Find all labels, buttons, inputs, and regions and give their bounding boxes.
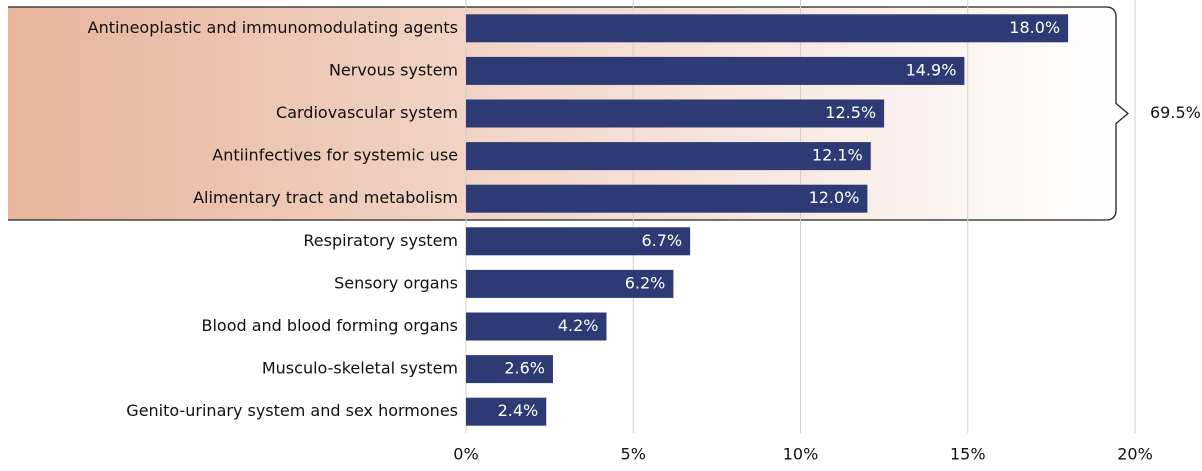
category-label: Respiratory system bbox=[303, 231, 458, 250]
value-label: 4.2% bbox=[558, 316, 599, 335]
category-label: Genito-urinary system and sex hormones bbox=[126, 401, 458, 420]
value-label: 18.0% bbox=[1009, 18, 1060, 37]
bar bbox=[466, 56, 965, 85]
category-label: Nervous system bbox=[329, 60, 458, 79]
category-label: Blood and blood forming organs bbox=[201, 316, 458, 335]
x-tick-label: 20% bbox=[1117, 445, 1153, 464]
bar bbox=[466, 355, 553, 384]
bracket-label: 69.5% bbox=[1150, 103, 1201, 122]
bar bbox=[466, 142, 871, 171]
value-label: 2.6% bbox=[504, 359, 545, 378]
category-label: Alimentary tract and metabolism bbox=[193, 188, 458, 207]
x-tick-label: 10% bbox=[783, 445, 819, 464]
bar bbox=[466, 14, 1069, 43]
x-tick-label: 15% bbox=[950, 445, 986, 464]
value-label: 14.9% bbox=[906, 60, 957, 79]
value-label: 2.4% bbox=[498, 401, 539, 420]
bar bbox=[466, 269, 674, 298]
x-tick-label: 0% bbox=[453, 445, 478, 464]
bar bbox=[466, 312, 607, 341]
value-label: 12.0% bbox=[809, 188, 860, 207]
category-label: Antineoplastic and immunomodulating agen… bbox=[88, 18, 458, 37]
value-label: 12.5% bbox=[825, 103, 876, 122]
value-label: 6.2% bbox=[625, 273, 666, 292]
bracket bbox=[8, 6, 1130, 221]
value-label: 6.7% bbox=[641, 231, 682, 250]
category-label: Antiinfectives for systemic use bbox=[212, 146, 458, 165]
bar bbox=[466, 184, 868, 213]
category-label: Sensory organs bbox=[334, 273, 458, 292]
bar bbox=[466, 227, 691, 256]
bar bbox=[466, 99, 885, 128]
category-label: Musculo-skeletal system bbox=[262, 359, 458, 378]
category-label: Cardiovascular system bbox=[276, 103, 458, 122]
bar bbox=[466, 397, 547, 426]
value-label: 12.1% bbox=[812, 146, 863, 165]
x-tick-label: 5% bbox=[621, 445, 646, 464]
